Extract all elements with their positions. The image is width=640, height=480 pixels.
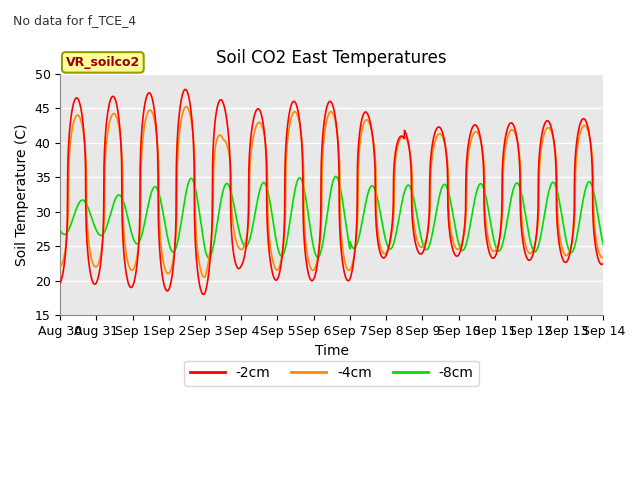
Title: Soil CO2 East Temperatures: Soil CO2 East Temperatures (216, 48, 447, 67)
Text: VR_soilco2: VR_soilco2 (66, 56, 140, 69)
Text: No data for f_TCE_4: No data for f_TCE_4 (13, 14, 136, 27)
Legend: -2cm, -4cm, -8cm: -2cm, -4cm, -8cm (184, 360, 479, 385)
Y-axis label: Soil Temperature (C): Soil Temperature (C) (15, 123, 29, 266)
X-axis label: Time: Time (315, 344, 349, 358)
